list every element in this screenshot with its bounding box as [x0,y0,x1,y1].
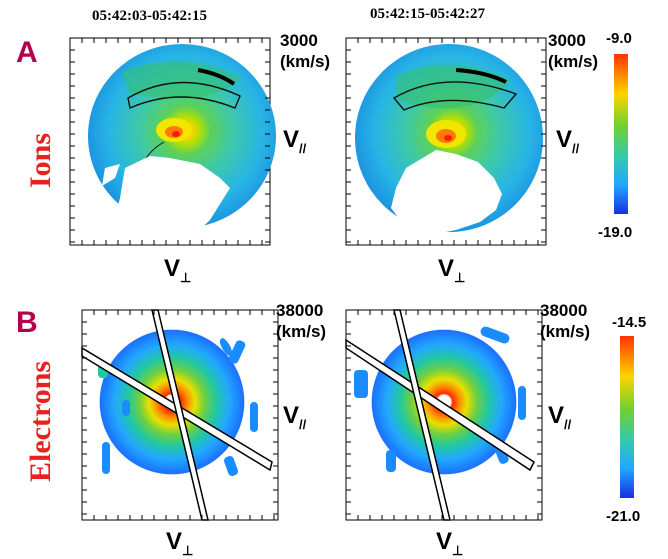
row-label-ions: Ions [24,132,57,188]
electron-arcs [354,326,526,472]
electron-colorbar-min: -21.0 [606,508,641,525]
ion-data-gap [391,150,502,234]
electron-velocity-scale-2: 38000 (km/s) [540,301,591,341]
ion-distribution-plot-1 [69,37,276,246]
electron-distribution-plot-2 [344,308,544,521]
electron-arcs [98,338,258,476]
v-parallel-label: V// [556,126,580,156]
row-label-electrons: Electrons [24,360,57,482]
ion-colorbar-max: -9.0 [606,30,632,47]
electron-distribution-plot-1 [76,308,279,521]
v-perp-label: V⊥ [166,528,194,558]
panel-label-b: B [16,306,38,339]
v-parallel-label: V// [283,402,307,432]
ion-data-gap [115,156,230,244]
time-interval-1: 05:42:03-05:42:15 [92,8,207,24]
v-parallel-label: V// [283,126,307,156]
electron-velocity-scale-1: 38000 (km/s) [276,301,327,341]
ion-velocity-scale-2: 3000 (km/s) [548,31,599,71]
ion-distribution-plot-2 [345,37,547,246]
v-parallel-label: V// [548,402,572,432]
time-interval-2: 05:42:15-05:42:27 [370,6,485,22]
ion-velocity-scale-1: 3000 (km/s) [280,31,331,71]
v-perp-label: V⊥ [438,255,466,285]
v-perp-label: V⊥ [164,255,192,285]
ion-colorbar [614,54,628,214]
v-perp-label: V⊥ [436,528,464,558]
electron-colorbar-max: -14.5 [612,314,647,331]
panel-label-a: A [16,36,38,69]
ion-colorbar-min: -19.0 [598,224,633,241]
electron-colorbar [620,336,634,498]
